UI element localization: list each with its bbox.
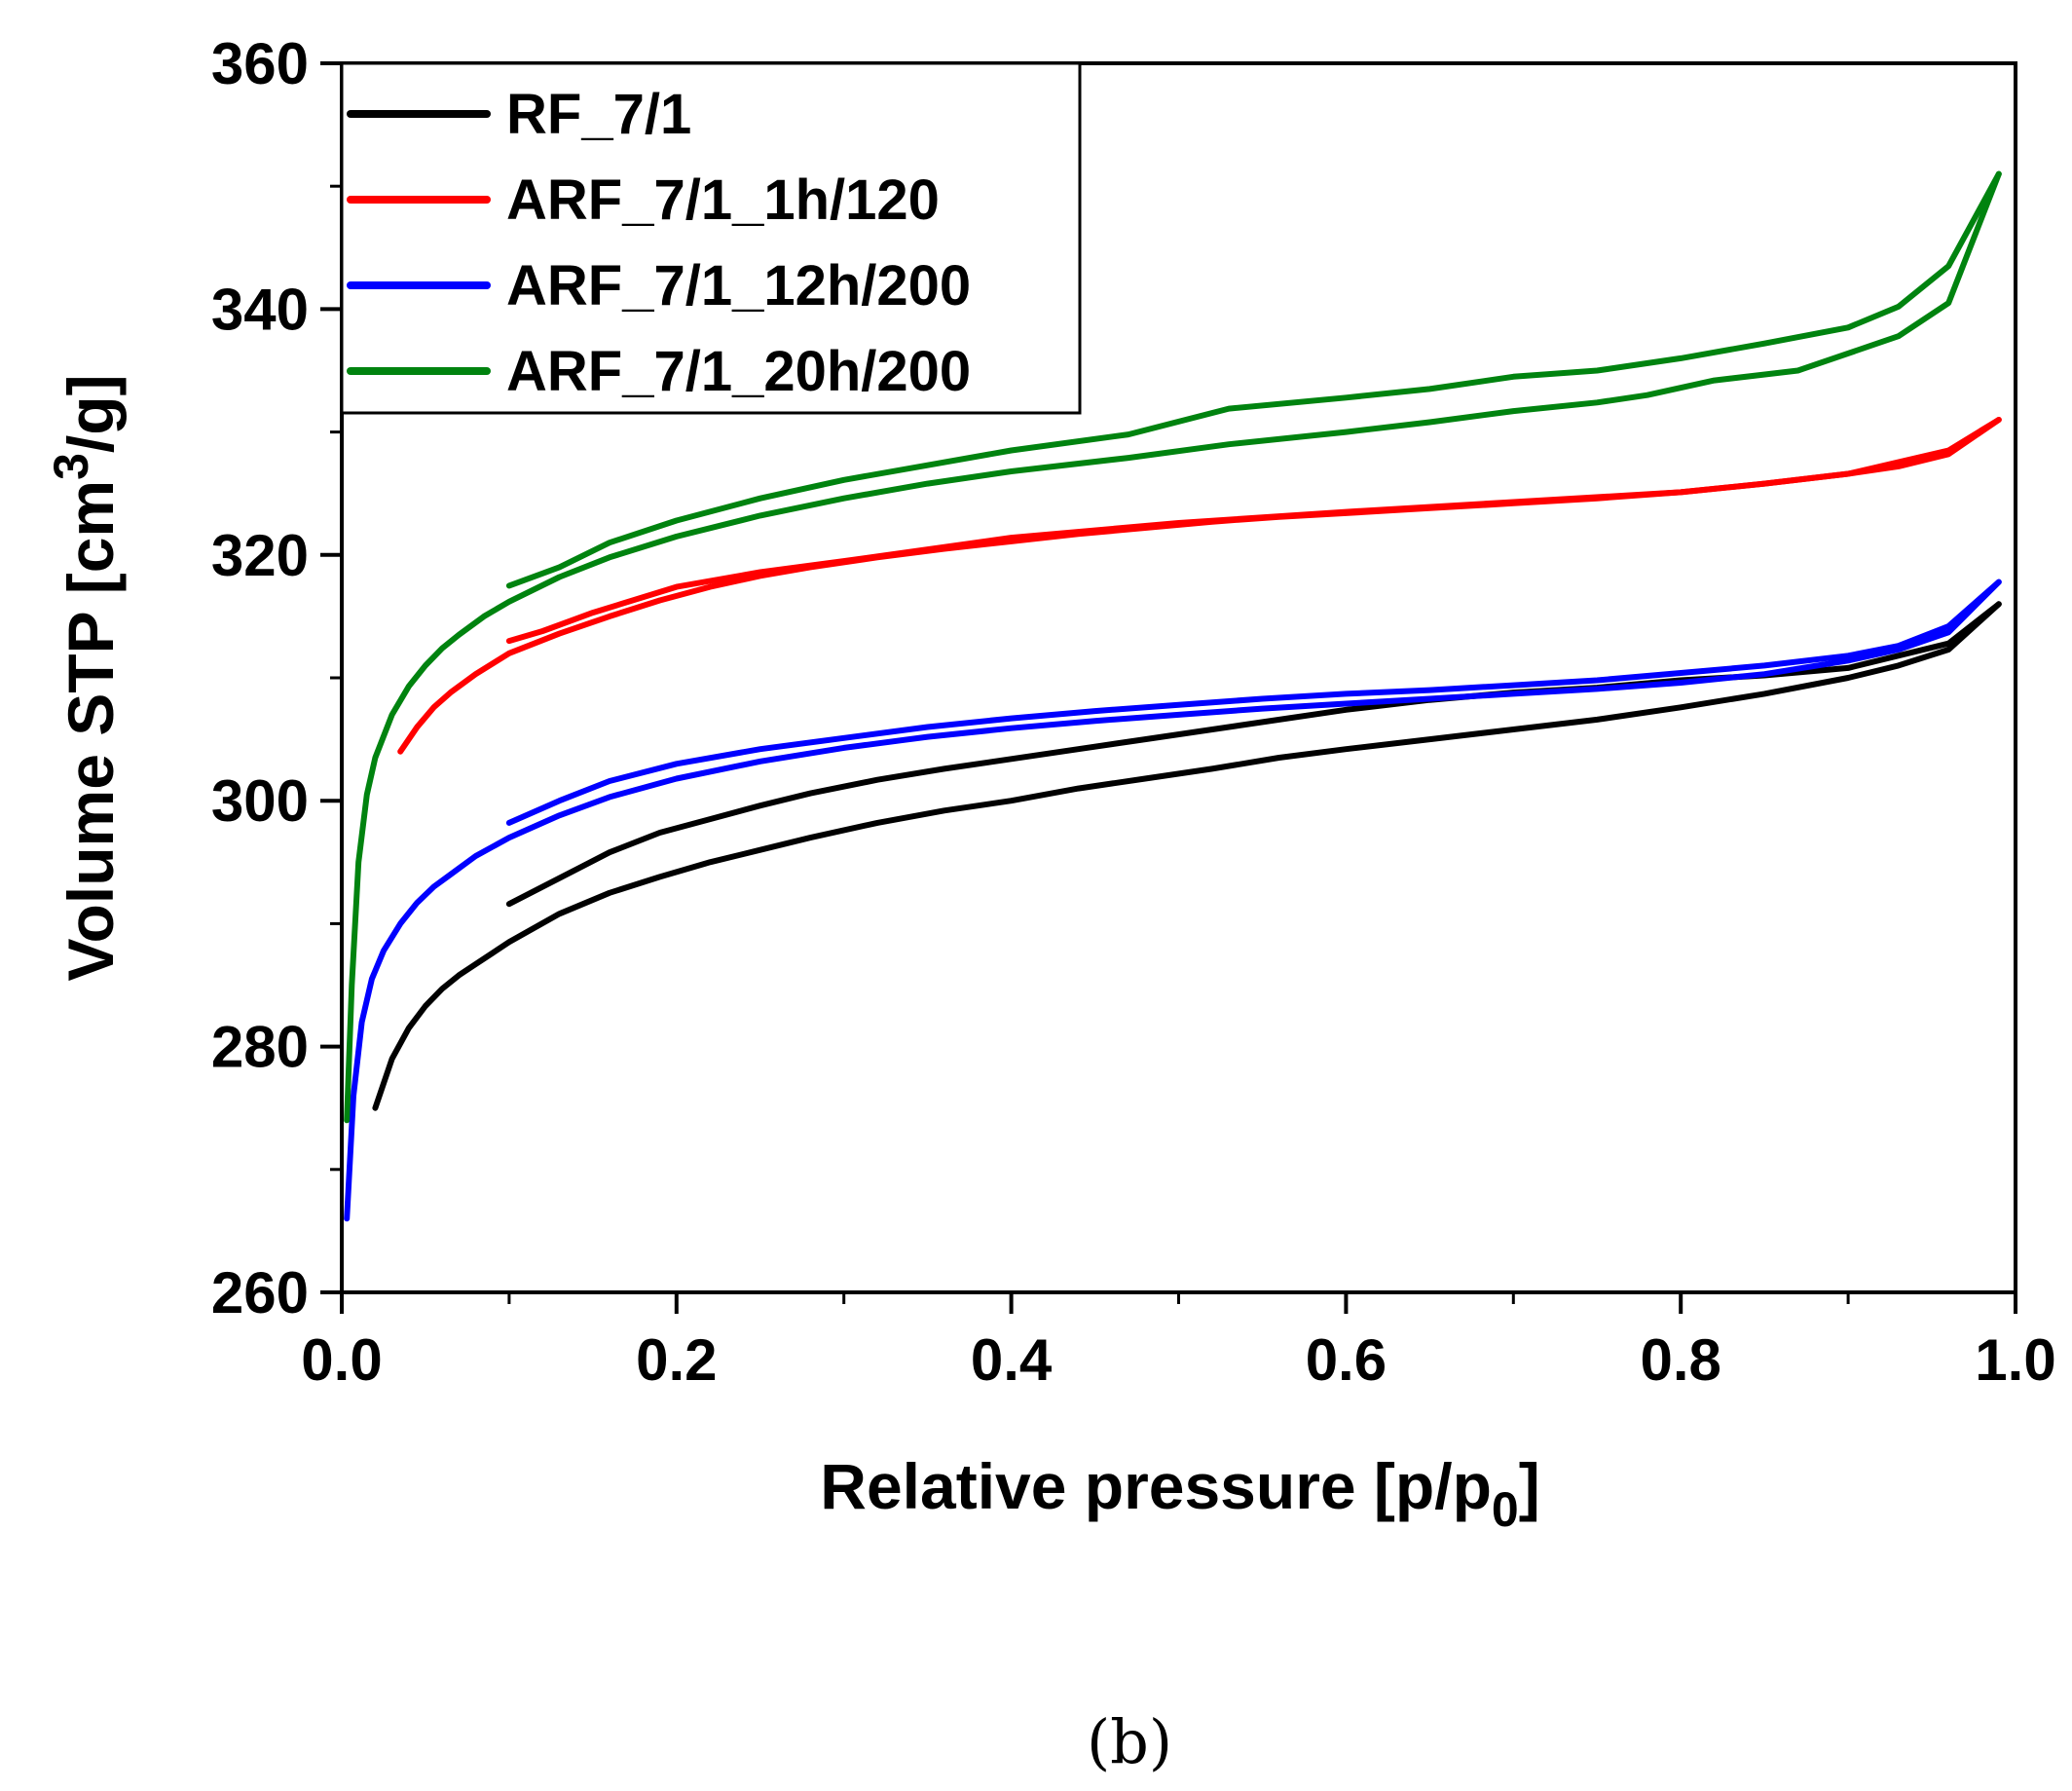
series-arf-7-1-20h-200-desorption [505,170,2002,589]
x-axis-title: Relative pressure [p/p0] [820,1450,1539,1537]
series-layer [344,170,2002,1222]
y-axis-title-superscript: 3 [44,453,98,480]
axes-layer: 0.0 0.2 0.4 0.6 0.8 1.0 260 280 300 320 340 360 [211,31,2056,1393]
legend-box [340,61,1082,415]
y-tick-label: 320 [211,523,309,588]
series-arf-7-1-12h-200-adsorption [344,578,2002,1222]
y-tick-label: 260 [211,1260,309,1325]
series-arf-7-1-12h-200-desorption [505,578,2002,826]
x-tick-label: 0.8 [1640,1327,1720,1393]
legend-label-arf-7-1-20h-200: ARF_7/1_20h/200 [506,340,971,403]
x-tick-label: 1.0 [1975,1327,2055,1393]
legend-label-arf-7-1-12h-200: ARF_7/1_12h/200 [506,254,971,317]
y-tick-label: 340 [211,277,309,342]
x-axis-title-subscript: 0 [1492,1482,1519,1537]
series-arf-7-1-20h-200-adsorption [344,170,2002,1124]
x-axis-title-main: Relative pressure [p/p [820,1450,1492,1522]
x-axis-title-close: ] [1519,1450,1540,1522]
x-tick-label: 0.2 [636,1327,717,1393]
figure-caption: (b) [1087,1706,1172,1777]
series-rf-7-1-adsorption [372,601,2002,1111]
y-axis-title-main: Volume STP [cm [55,480,127,982]
y-axis-title: Volume STP [cm3/g] [44,374,127,981]
y-tick-label: 300 [211,768,309,834]
x-tick-label: 0.0 [301,1327,382,1393]
x-tick-label: 0.6 [1306,1327,1387,1393]
series-arf-7-1-1h-120-desorption [505,417,2002,645]
legend-label-arf-7-1-1h-120: ARF_7/1_1h/120 [506,168,940,232]
y-axis-title-tail: /g] [55,374,127,453]
y-tick-label: 280 [211,1015,309,1080]
legend-label-rf-7-1: RF_7/1 [506,83,691,146]
y-tick-label: 360 [211,31,309,96]
x-tick-label: 0.4 [971,1327,1053,1393]
legend: RF_7/1 ARF_7/1_1h/120 ARF_7/1_12h/200 AR… [340,61,1082,415]
